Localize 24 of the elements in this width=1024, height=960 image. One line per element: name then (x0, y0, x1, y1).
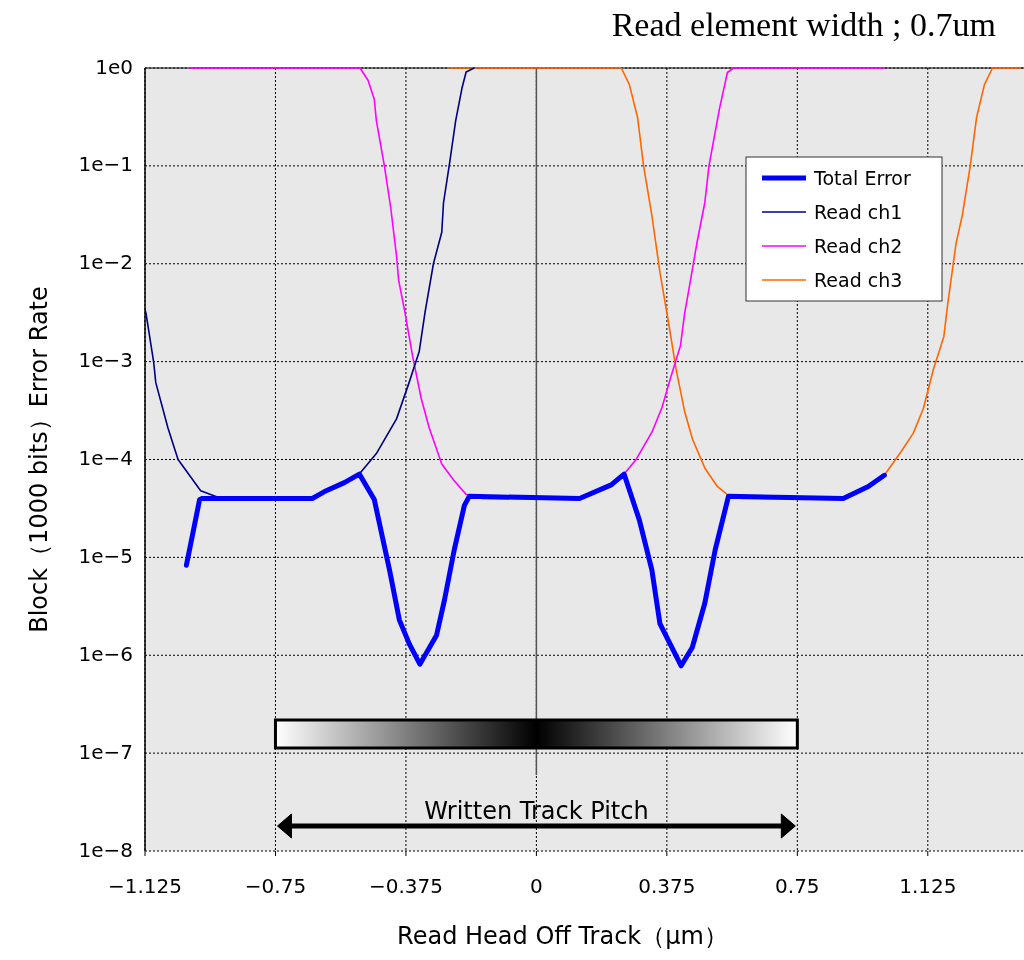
x-tick-label: 1.125 (899, 874, 957, 898)
legend-label: Total Error (813, 166, 911, 189)
chart-title: Read element width ; 0.7um (611, 6, 996, 43)
x-tick-label: 0.375 (638, 874, 696, 898)
x-tick-label: −0.375 (368, 874, 443, 898)
y-tick-label: 1e−7 (78, 739, 133, 764)
x-tick-label: −0.75 (244, 874, 307, 898)
y-tick-label: 1e−8 (78, 837, 133, 862)
x-tick-label: 0 (530, 874, 543, 898)
y-axis-title: Block（1000 bits）Error Rate (25, 286, 53, 633)
y-tick-label: 1e−5 (78, 543, 133, 568)
y-tick-label: 1e−1 (78, 152, 133, 177)
legend-label: Read ch2 (814, 234, 903, 257)
x-tick-label: 0.75 (775, 874, 820, 898)
annotation: Written Track Pitch (424, 797, 649, 825)
y-tick-label: 1e−3 (78, 348, 133, 373)
x-tick-label: −1.125 (107, 874, 183, 898)
y-tick-label: 1e−2 (78, 250, 133, 275)
y-tick-label: 1e0 (95, 54, 133, 79)
y-tick-label: 1e−4 (78, 446, 133, 470)
y-tick-label: 1e−6 (78, 641, 133, 666)
x-axis-title: Read Head Off Track（μm） (397, 922, 728, 950)
legend-label: Read ch1 (814, 200, 903, 223)
legend-label: Read ch3 (814, 268, 903, 291)
